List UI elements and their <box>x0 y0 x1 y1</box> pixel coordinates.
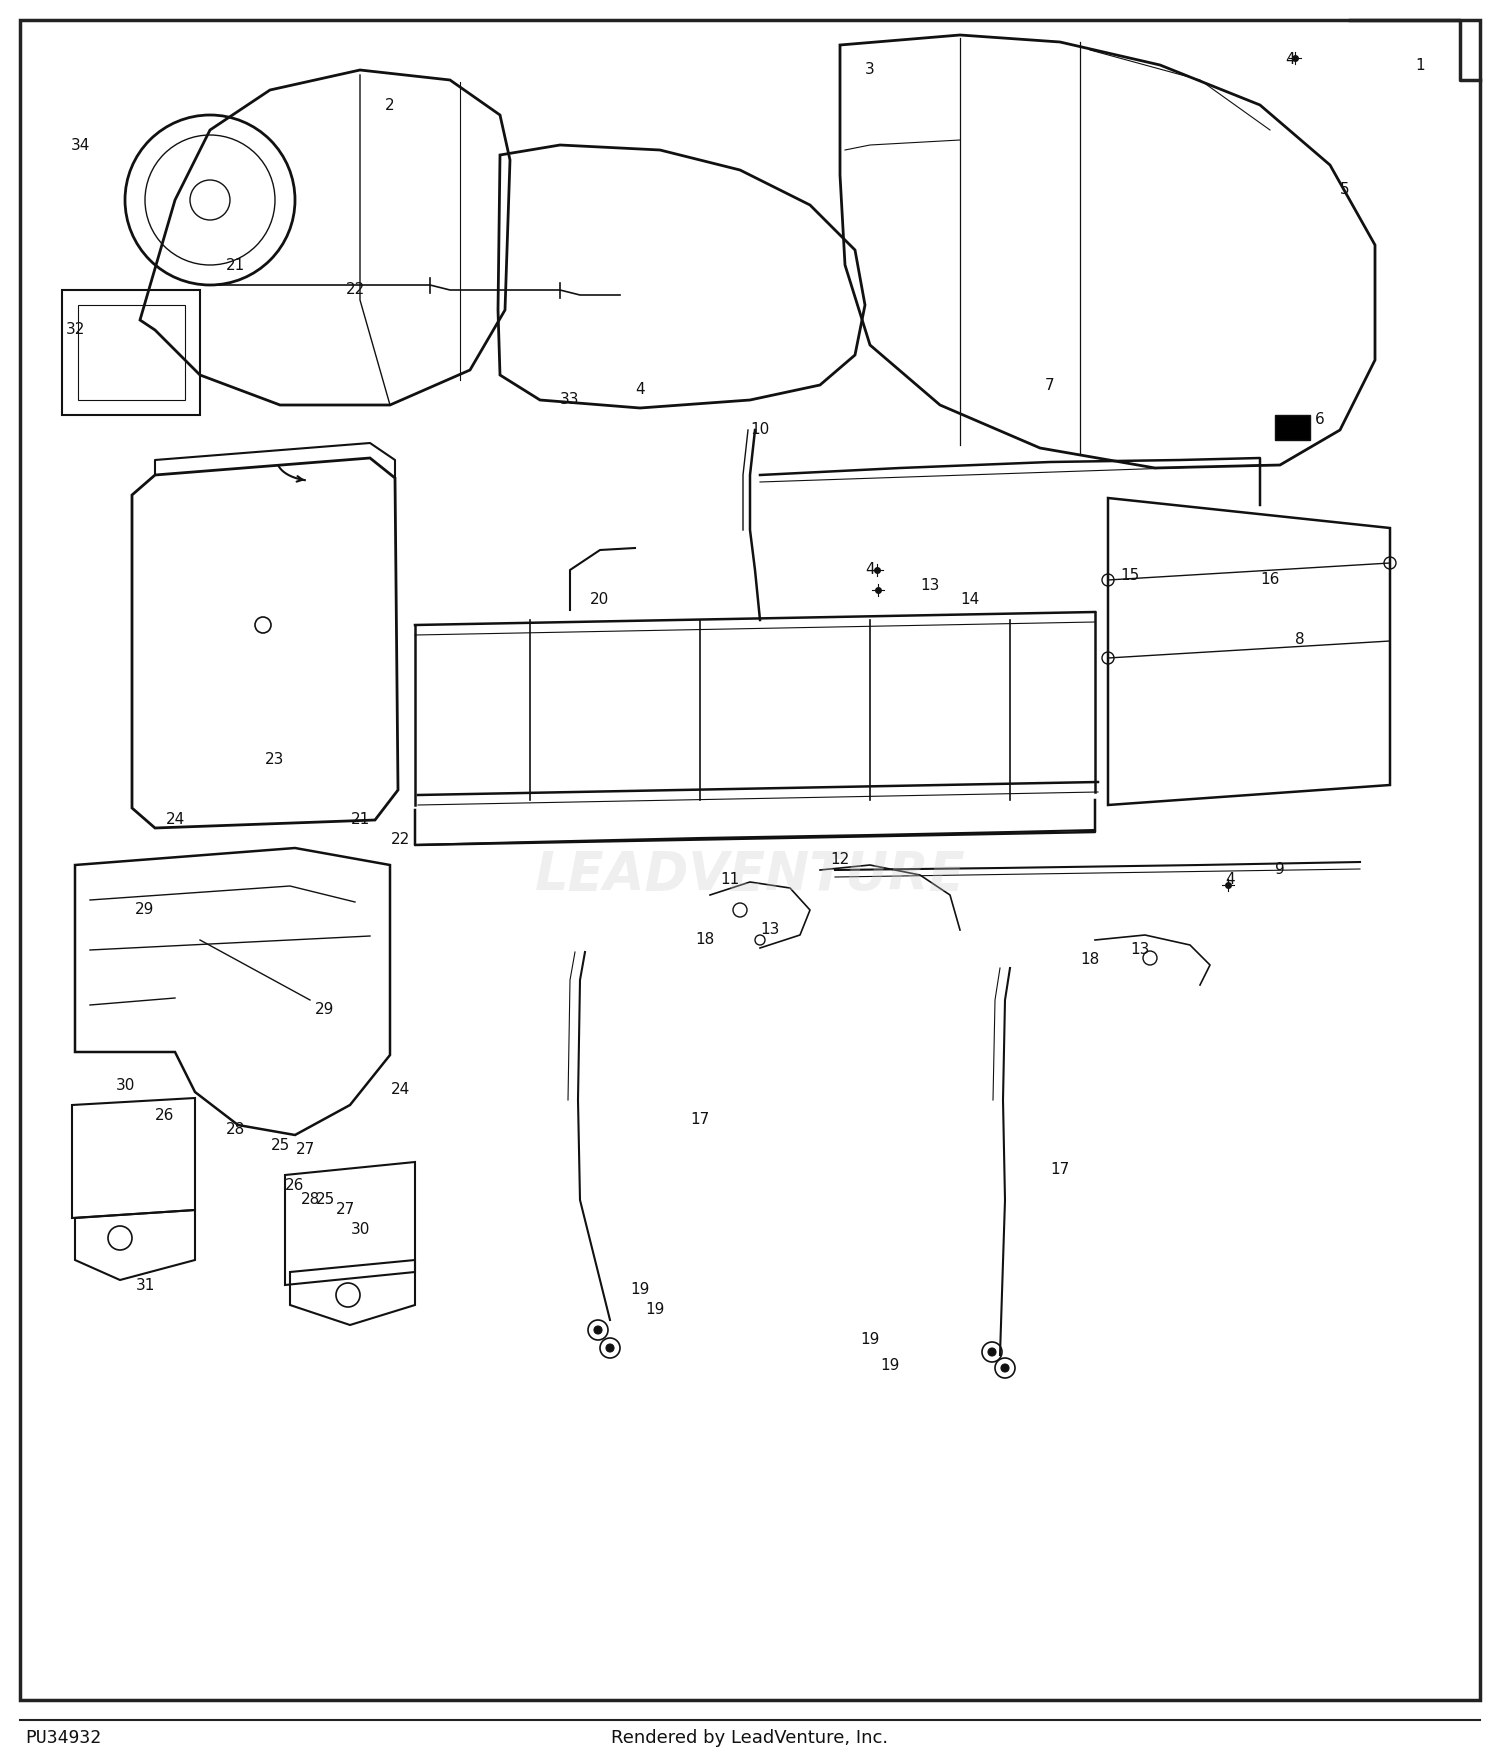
Text: 19: 19 <box>645 1302 664 1318</box>
Text: 13: 13 <box>760 922 780 938</box>
Text: 6: 6 <box>1316 413 1324 427</box>
Text: 13: 13 <box>921 578 939 593</box>
Text: 4: 4 <box>1226 873 1234 887</box>
Text: 7: 7 <box>1046 378 1054 392</box>
Text: Rendered by LeadVenture, Inc.: Rendered by LeadVenture, Inc. <box>612 1729 888 1746</box>
Text: 30: 30 <box>351 1223 369 1237</box>
Text: 34: 34 <box>70 138 90 152</box>
Text: 30: 30 <box>116 1078 135 1092</box>
Text: 3: 3 <box>865 63 874 77</box>
Text: 31: 31 <box>135 1278 154 1293</box>
Text: 28: 28 <box>225 1122 245 1138</box>
Text: 26: 26 <box>285 1178 304 1192</box>
Text: 17: 17 <box>1050 1162 1070 1178</box>
Text: 32: 32 <box>66 322 84 338</box>
Circle shape <box>988 1348 996 1356</box>
Text: 16: 16 <box>1260 572 1280 588</box>
Text: 24: 24 <box>390 1083 410 1097</box>
Text: 28: 28 <box>300 1192 320 1207</box>
Circle shape <box>1000 1363 1010 1372</box>
Circle shape <box>606 1344 613 1353</box>
Text: 15: 15 <box>1120 567 1140 583</box>
Text: LEADVENTURE: LEADVENTURE <box>534 849 966 901</box>
Text: 22: 22 <box>390 833 410 847</box>
Text: 27: 27 <box>296 1143 315 1157</box>
Text: 27: 27 <box>336 1202 354 1218</box>
Text: 29: 29 <box>315 1003 334 1017</box>
Text: 12: 12 <box>831 852 849 868</box>
Polygon shape <box>1275 415 1310 439</box>
Text: 21: 21 <box>351 812 369 828</box>
Text: 23: 23 <box>266 752 285 768</box>
Text: 13: 13 <box>1131 943 1149 957</box>
Text: 25: 25 <box>315 1192 334 1207</box>
Text: 21: 21 <box>225 257 245 273</box>
Text: 11: 11 <box>720 873 740 887</box>
Circle shape <box>594 1326 602 1334</box>
Text: 18: 18 <box>696 933 714 947</box>
Text: 1: 1 <box>1414 58 1425 72</box>
Text: 22: 22 <box>345 282 364 298</box>
Text: 19: 19 <box>880 1358 900 1372</box>
Text: 14: 14 <box>960 593 980 607</box>
Text: 17: 17 <box>690 1113 709 1127</box>
Text: 33: 33 <box>560 392 579 408</box>
Text: 5: 5 <box>1340 182 1350 198</box>
Text: 9: 9 <box>1275 863 1286 877</box>
Text: 4: 4 <box>1286 52 1294 68</box>
Text: 10: 10 <box>750 422 770 438</box>
Text: 25: 25 <box>270 1138 290 1153</box>
Text: 19: 19 <box>630 1283 650 1297</box>
Text: 26: 26 <box>156 1108 174 1122</box>
Text: 4: 4 <box>634 383 645 397</box>
Text: 19: 19 <box>861 1332 879 1348</box>
Text: 20: 20 <box>591 593 609 607</box>
Text: 29: 29 <box>135 903 154 917</box>
Text: 2: 2 <box>386 98 394 112</box>
Text: 18: 18 <box>1080 952 1100 968</box>
Text: 8: 8 <box>1294 632 1305 648</box>
Text: 4: 4 <box>865 562 874 578</box>
Text: 24: 24 <box>165 812 184 828</box>
Text: PU34932: PU34932 <box>26 1729 100 1746</box>
